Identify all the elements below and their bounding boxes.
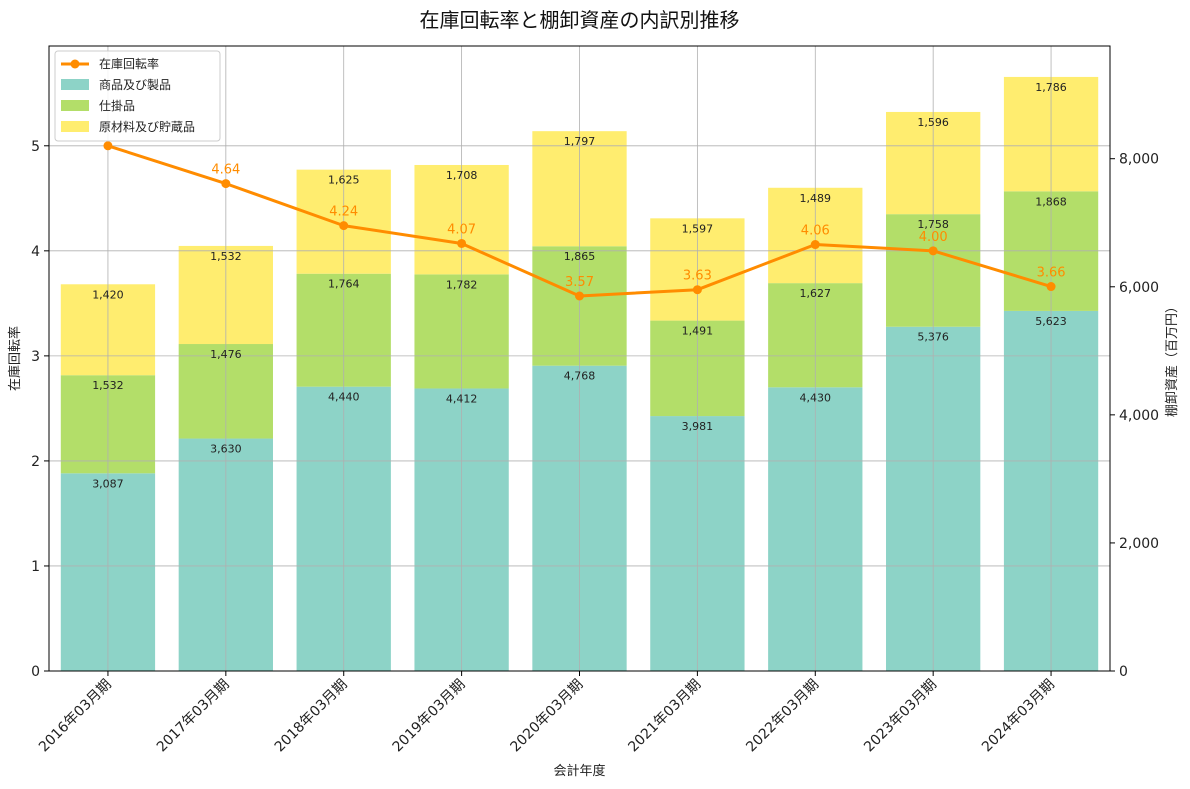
left-tick-label-4: 4	[31, 244, 40, 260]
turnover-label-4: 4.07	[447, 222, 476, 237]
bar-label-3-5: 1,797	[564, 135, 596, 148]
bar-label-2-9: 1,868	[1035, 195, 1067, 208]
legend-text-3: 原材料及び貯蔵品	[99, 120, 195, 134]
bar-label-3-6: 1,597	[682, 222, 714, 235]
turnover-point-8	[928, 246, 938, 256]
left-tick-label-3: 3	[31, 349, 40, 365]
legend-line-text: 在庫回転率	[99, 56, 159, 71]
bar-label-1-1: 3,087	[92, 477, 124, 490]
bar-label-2-7: 1,627	[800, 287, 832, 300]
bar-label-2-5: 1,865	[564, 250, 596, 263]
legend-text-1: 商品及び製品	[99, 77, 171, 92]
bar-label-1-9: 5,623	[1035, 315, 1067, 328]
turnover-point-2	[221, 179, 231, 189]
bar-label-1-3: 4,440	[328, 391, 360, 404]
turnover-point-6	[692, 285, 702, 295]
left-tick-label-5: 5	[31, 139, 40, 155]
x-tick-label-9: 2024年03月期	[979, 677, 1058, 756]
turnover-label-2: 4.64	[211, 163, 240, 178]
bar-label-2-6: 1,491	[682, 325, 714, 338]
right-tick-label-2: 4,000	[1119, 408, 1159, 424]
turnover-label-5: 3.57	[565, 275, 594, 290]
turnover-label-7: 4.06	[801, 224, 830, 239]
legend-swatch-1	[61, 79, 89, 90]
bar-label-1-7: 4,430	[800, 391, 832, 404]
x-axis-label: 会計年度	[553, 763, 605, 779]
bar-label-2-2: 1,476	[210, 348, 242, 361]
x-tick-label-5: 2020年03月期	[508, 677, 587, 756]
bar-label-1-8: 5,376	[917, 331, 949, 344]
turnover-point-5	[575, 291, 584, 301]
turnover-point-3	[339, 221, 349, 231]
bar-label-3-3: 1,625	[328, 174, 360, 187]
bar-label-1-5: 4,768	[564, 370, 596, 383]
bar-label-2-1: 1,532	[92, 379, 124, 392]
legend-box	[54, 50, 221, 142]
turnover-point-4	[457, 238, 467, 248]
bar-label-3-8: 1,596	[917, 116, 949, 129]
turnover-point-1	[103, 141, 113, 151]
grid-lines	[49, 46, 1110, 672]
chart-title: 在庫回転率と棚卸資産の内訳別推移	[420, 8, 740, 32]
x-tick-label-8: 2023年03月期	[861, 677, 940, 756]
bar-label-2-3: 1,764	[328, 278, 360, 291]
turnover-label-6: 3.63	[683, 269, 712, 284]
legend-swatch-2	[61, 100, 89, 111]
legend-text-2: 仕掛品	[99, 98, 135, 113]
bar-label-1-2: 3,630	[210, 443, 242, 456]
left-tick-label-0: 0	[31, 664, 40, 680]
x-tick-label-3: 2018年03月期	[272, 677, 351, 756]
right-tick-label-3: 6,000	[1119, 280, 1159, 296]
bar-label-1-4: 4,412	[446, 392, 478, 405]
bar-label-3-4: 1,708	[446, 169, 478, 182]
x-tick-label-7: 2022年03月期	[743, 677, 822, 756]
left-tick-label-1: 1	[31, 559, 40, 575]
bar-label-3-1: 1,420	[92, 288, 124, 301]
x-tick-label-4: 2019年03月期	[390, 677, 469, 756]
x-tick-label-1: 2016年03月期	[36, 677, 115, 756]
x-tick-label-6: 2021年03月期	[625, 677, 704, 756]
turnover-point-9	[1046, 282, 1056, 292]
bar-label-2-8: 1,758	[917, 218, 949, 231]
turnover-point-7	[810, 240, 820, 250]
bar-label-3-2: 1,532	[210, 250, 242, 263]
x-tick-label-2: 2017年03月期	[154, 677, 233, 756]
bar-label-3-9: 1,786	[1035, 81, 1067, 94]
bar-label-3-7: 1,489	[800, 192, 832, 205]
bar-label-1-6: 3,981	[682, 420, 714, 433]
legend-line-marker	[70, 59, 80, 69]
turnover-label-8: 4.00	[919, 230, 948, 245]
bar-label-2-4: 1,782	[446, 278, 478, 291]
turnover-label-9: 3.66	[1037, 266, 1066, 281]
right-tick-label-0: 0	[1119, 664, 1128, 680]
right-tick-label-4: 8,000	[1119, 152, 1159, 168]
right-tick-label-1: 2,000	[1119, 536, 1159, 552]
left-axis-label: 在庫回転率	[7, 326, 23, 391]
turnover-label-3: 4.24	[329, 205, 358, 220]
legend-swatch-3	[61, 121, 89, 132]
left-tick-label-2: 2	[31, 454, 40, 470]
right-axis-label: 棚卸資産（百万円）	[1164, 300, 1180, 417]
